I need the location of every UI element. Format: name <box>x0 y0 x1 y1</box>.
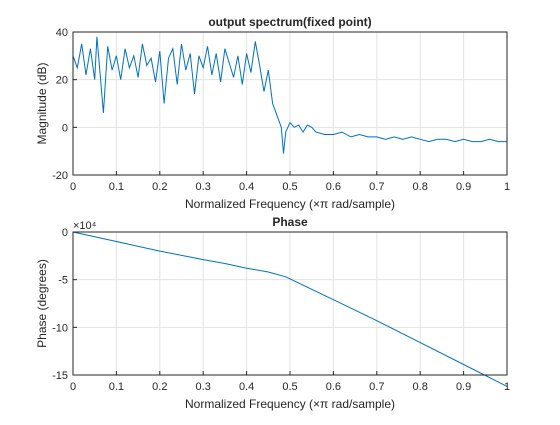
spectrum-title: output spectrum(fixed point) <box>208 15 371 29</box>
spectrum-magnitude-line <box>72 36 507 154</box>
phase-x-tick-label: 1 <box>504 381 510 393</box>
phase-y-tick-label: 0 <box>62 227 68 239</box>
phase-x-tick-label: 0.4 <box>239 381 254 393</box>
phase-exponent-label: ×10⁴ <box>73 220 97 232</box>
spectrum-y-tick-label: 40 <box>56 27 68 39</box>
spectrum-x-tick-label: 0.3 <box>196 181 211 193</box>
phase-y-label: Phase (degrees) <box>35 259 49 348</box>
phase-y-tick-labels: -15 -10 -5 0 <box>52 227 77 382</box>
phase-plot: 0 0.1 0.2 0.3 0.4 0.5 0.6 0.7 0.8 0.9 1 -15 -10 -5 0 … <box>35 215 510 411</box>
spectrum-x-tick-label: 0.1 <box>109 181 124 193</box>
phase-y-tick-label: -15 <box>52 370 68 382</box>
spectrum-y-tick-label: 0 <box>62 122 68 134</box>
phase-title: Phase <box>272 215 308 229</box>
phase-x-label: Normalized Frequency (×π rad/sample) <box>185 397 395 411</box>
spectrum-y-label: Magnitude (dB) <box>35 62 49 144</box>
spectrum-x-tick-label: 0.6 <box>326 181 341 193</box>
spectrum-x-tick-label: 0.2 <box>152 181 167 193</box>
spectrum-gridlines <box>72 31 508 176</box>
spectrum-x-tick-label: 0.4 <box>239 181 254 193</box>
spectrum-x-tick-label: 0.9 <box>456 181 471 193</box>
spectrum-x-tick-label: 0.8 <box>413 181 428 193</box>
phase-y-tick-label: -10 <box>52 322 68 334</box>
spectrum-y-tick-labels: -20 0 20 40 <box>52 27 77 182</box>
spectrum-y-tick-label: 20 <box>56 75 68 87</box>
phase-x-tick-label: 0.7 <box>369 381 384 393</box>
phase-line <box>72 231 508 387</box>
phase-x-tick-label: 0.9 <box>456 381 471 393</box>
spectrum-x-tick-label: 0.7 <box>369 181 384 193</box>
phase-x-tick-label: 0.2 <box>152 381 167 393</box>
spectrum-x-tick-label: 1 <box>504 181 510 193</box>
phase-x-tick-labels: 0 0.1 0.2 0.3 0.4 0.5 0.6 0.7 0.8 0.9 1 <box>70 371 510 393</box>
phase-x-tick-label: 0.5 <box>282 381 297 393</box>
spectrum-x-tick-labels: 0 0.1 0.2 0.3 0.4 0.5 0.6 0.7 0.8 0.9 1 <box>70 171 510 193</box>
phase-x-tick-label: 0.3 <box>196 381 211 393</box>
spectrum-x-tick-label: 0.5 <box>282 181 297 193</box>
phase-x-tick-label: 0.8 <box>413 381 428 393</box>
phase-x-tick-label: 0 <box>70 381 76 393</box>
phase-x-tick-label: 0.1 <box>109 381 124 393</box>
spectrum-y-tick-label: -20 <box>52 170 68 182</box>
spectrum-x-label: Normalized Frequency (×π rad/sample) <box>185 197 395 211</box>
phase-y-tick-label: -5 <box>58 275 68 287</box>
spectrum-x-tick-label: 0 <box>70 181 76 193</box>
phase-x-tick-label: 0.6 <box>326 381 341 393</box>
